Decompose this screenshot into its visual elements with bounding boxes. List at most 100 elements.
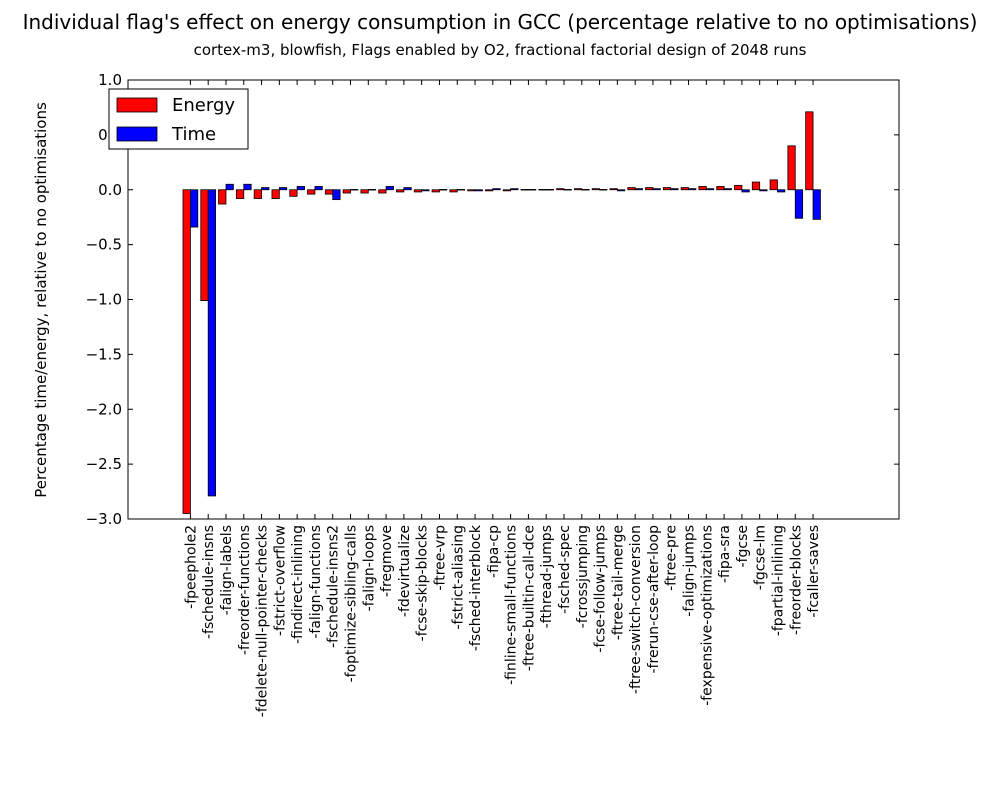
y-tick-label: −2.0	[86, 400, 122, 418]
bar-time-16	[475, 190, 482, 191]
bar-time-14	[439, 189, 446, 190]
bar-time-28	[689, 189, 696, 190]
bar-energy-19	[521, 189, 528, 190]
x-tick-label: -fcse-skip-blocks	[415, 525, 431, 641]
x-tick-label: -fpeephole2	[183, 525, 199, 609]
y-tick-label: −2.5	[86, 455, 122, 473]
x-tick-label: -ftree-tail-merge	[610, 525, 626, 640]
bar-time-17	[493, 189, 500, 190]
bar-energy-32	[752, 182, 759, 190]
bar-time-22	[582, 189, 589, 190]
bar-energy-30	[717, 186, 724, 189]
x-tick-label: -fstrict-overflow	[272, 525, 288, 636]
legend-label-time: Time	[171, 124, 216, 145]
bar-time-29	[706, 189, 713, 190]
bar-time-5	[279, 188, 286, 190]
bar-energy-2	[219, 190, 226, 204]
x-tick-label: -fdevirtualize	[397, 525, 413, 617]
x-tick-label: -ftree-builtin-call-dce	[521, 525, 537, 671]
bar-time-18	[511, 189, 518, 190]
bar-time-10	[368, 189, 375, 190]
bar-energy-8	[325, 190, 332, 194]
x-tick-label: -fdelete-null-pointer-checks	[255, 525, 271, 717]
bar-energy-33	[770, 180, 777, 190]
bar-time-31	[742, 190, 749, 192]
x-tick-label: -fexpensive-optimizations	[699, 525, 715, 706]
x-tick-label: -fschedule-insns	[201, 525, 217, 639]
bar-energy-10	[361, 190, 368, 193]
bar-time-0	[190, 190, 197, 227]
bar-time-4	[262, 188, 269, 190]
bar-energy-6	[290, 190, 297, 197]
x-tick-label: -findirect-inlining	[290, 525, 306, 644]
bar-time-19	[528, 189, 535, 190]
bar-energy-24	[610, 189, 617, 190]
x-tick-label: -fcaller-saves	[806, 525, 822, 618]
bar-time-32	[760, 190, 767, 191]
x-tick-label: -fregmove	[379, 525, 395, 597]
bar-time-13	[422, 190, 429, 191]
x-tick-label: -fgcse	[735, 525, 751, 567]
legend-swatch-time	[117, 127, 157, 141]
y-tick-label: −1.0	[86, 291, 122, 309]
bar-time-26	[653, 189, 660, 190]
x-tick-label: -fcrossjumping	[575, 525, 591, 628]
legend: Energy Time	[109, 89, 248, 149]
bar-energy-23	[592, 189, 599, 190]
bar-time-35	[813, 190, 820, 220]
bar-energy-15	[450, 190, 457, 192]
x-tick-label: -fsched-spec	[557, 525, 573, 614]
x-tick-label: -fpartial-inlining	[770, 525, 786, 636]
bar-time-8	[333, 190, 340, 200]
bar-energy-35	[806, 112, 813, 190]
bar-time-20	[546, 189, 553, 190]
x-tick-label: -freorder-blocks	[788, 525, 804, 635]
bar-time-15	[457, 189, 464, 190]
bar-energy-12	[396, 190, 403, 192]
bar-energy-27	[663, 188, 670, 190]
bar-energy-20	[539, 189, 546, 190]
bar-energy-3	[236, 190, 243, 199]
y-tick-label: −1.5	[86, 345, 122, 363]
bar-energy-25	[628, 188, 635, 190]
x-tick-label: -ftree-pre	[664, 525, 680, 591]
bar-energy-22	[574, 189, 581, 190]
x-tick-label: -falign-loops	[361, 525, 377, 611]
y-tick-label: −3.0	[86, 510, 122, 528]
bar-time-24	[617, 190, 624, 191]
bar-energy-28	[681, 188, 688, 190]
bar-energy-4	[254, 190, 261, 199]
bar-energy-5	[272, 190, 279, 199]
bar-time-2	[226, 184, 233, 189]
x-tick-label: -frerun-cse-after-loop	[646, 525, 662, 674]
bar-energy-31	[734, 185, 741, 189]
y-axis-label: Percentage time/energy, relative to no o…	[32, 102, 50, 498]
bar-energy-7	[308, 190, 315, 194]
y-tick-label: 0.0	[98, 181, 122, 199]
bar-time-33	[777, 190, 784, 192]
x-tick-label: -fthread-jumps	[539, 525, 555, 628]
legend-label-energy: Energy	[172, 95, 235, 116]
x-tick-label: -fcse-follow-jumps	[593, 525, 609, 653]
bar-energy-21	[557, 189, 564, 190]
bar-time-30	[724, 189, 731, 190]
bar-energy-14	[432, 190, 439, 192]
x-tick-label: -falign-jumps	[682, 525, 698, 617]
bar-energy-29	[699, 186, 706, 189]
x-tick-label: -fgcse-lm	[753, 525, 769, 590]
bar-energy-1	[201, 190, 208, 301]
bar-energy-16	[468, 190, 475, 191]
bar-time-9	[351, 189, 358, 190]
x-tick-label: -ftree-switch-conversion	[628, 525, 644, 694]
bar-energy-26	[646, 188, 653, 190]
legend-swatch-energy	[117, 98, 157, 112]
bar-energy-9	[343, 190, 350, 193]
bar-time-21	[564, 189, 571, 190]
bar-energy-34	[788, 146, 795, 190]
x-tick-label: -freorder-functions	[237, 525, 253, 655]
bar-energy-13	[414, 190, 421, 192]
bar-time-7	[315, 186, 322, 189]
bar-time-1	[208, 190, 215, 496]
bar-time-3	[244, 184, 251, 189]
